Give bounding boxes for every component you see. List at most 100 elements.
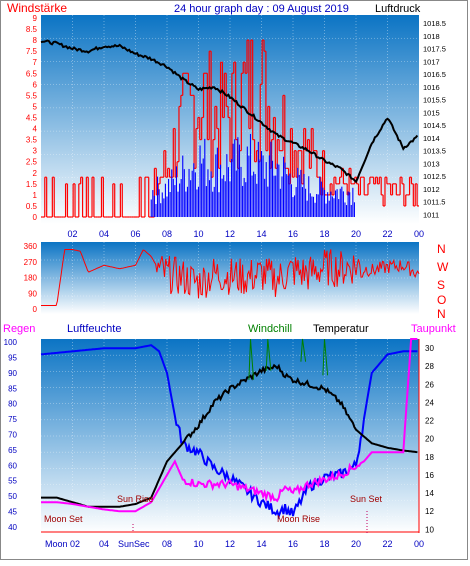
temperature-tick: 18 (425, 453, 434, 462)
pressure-tick: 1013.5 (423, 147, 446, 156)
wind-speed-tick: 0 (33, 213, 38, 222)
pressure-axis-title: Luftdruck (375, 3, 421, 15)
temperature-tick: 24 (425, 398, 434, 407)
pressure-tick: 1018 (423, 32, 440, 41)
moon-rise-label: Moon Rise (277, 514, 320, 524)
windchill-label: Windchill (248, 323, 292, 335)
wind-gust-series (150, 133, 355, 217)
chart-title: 24 hour graph day : 09 August 2019 (174, 3, 349, 15)
wind-speed-tick: 8 (33, 36, 38, 45)
wind-speed-tick: 7.5 (26, 47, 38, 56)
direction-tick: 0 (33, 305, 38, 314)
humidity-ticks: 40 45 50 55 60 65 70 75 80 85 90 95 100 (4, 338, 18, 532)
wind-speed-tick: 7 (33, 58, 38, 67)
pressure-tick: 1012.5 (423, 172, 446, 181)
compass-n-top: N (437, 242, 446, 256)
wind-speed-tick: 9 (33, 14, 38, 23)
hour-tick: 20 (351, 539, 361, 549)
hour-tick: 04 (99, 229, 109, 239)
windchill-series-group (41, 338, 419, 533)
humidity-tick: 55 (8, 477, 17, 486)
dewpoint-series-group (41, 338, 418, 513)
wind-speed-axis-title: Windstärke (7, 1, 67, 15)
hour-tick: 08 (162, 229, 172, 239)
pressure-tick: 1011 (423, 210, 439, 219)
temperature-label: Temperatur (313, 323, 369, 335)
humidity-tick: 85 (8, 384, 17, 393)
windchill-spike (322, 338, 329, 376)
dewpoint-label: Taupunkt (411, 323, 456, 335)
direction-tick: 360 (24, 242, 38, 251)
moon-bottom-label: Moon 02 (45, 539, 80, 549)
hour-tick: 22 (382, 229, 392, 239)
hour-tick: 16 (288, 229, 298, 239)
hour-tick: 00 (414, 539, 424, 549)
humidity-tick: 80 (8, 400, 17, 409)
pressure-series-group (40, 39, 419, 184)
hour-tick: 08 (162, 539, 172, 549)
humidity-tick: 60 (8, 461, 17, 470)
pressure-tick: 1013 (423, 159, 440, 168)
humidity-tick: 50 (8, 492, 17, 501)
hour-tick: 10 (193, 539, 203, 549)
hour-tick: 22 (382, 539, 392, 549)
wind-speed-tick: 5 (33, 102, 38, 111)
temperature-tick: 30 (425, 344, 434, 353)
wind-speed-tick: 2 (33, 169, 38, 178)
pressure-tick: 1017.5 (423, 45, 446, 54)
hour-tick: 20 (351, 229, 361, 239)
compass-s: S (437, 278, 445, 292)
temperature-ticks: 10 12 14 16 18 20 22 24 26 28 30 (425, 344, 434, 534)
temperature-tick: 20 (425, 435, 434, 444)
rain-label: Regen (3, 323, 35, 335)
pressure-tick: 1011.5 (423, 198, 445, 207)
pressure-tick: 1015.5 (423, 96, 446, 105)
compass-n-bottom: N (437, 307, 446, 321)
hour-tick: 06 (130, 229, 140, 239)
wind-panel-hour-ticks: 02 04 06 08 10 12 14 16 18 20 22 00 (67, 229, 424, 239)
sun-rise-label: Sun Rise (117, 494, 154, 504)
wind-speed-tick: 6 (33, 80, 38, 89)
temperature-tick: 10 (425, 525, 434, 534)
compass-w: W (437, 260, 449, 274)
temperature-tick: 12 (425, 507, 434, 516)
sun-set-label: Sun Set (350, 494, 383, 504)
hour-tick: 02 (67, 229, 77, 239)
wind-speed-tick: 3.5 (26, 136, 38, 145)
wind-direction-line (41, 249, 420, 306)
humidity-tick: 65 (8, 446, 17, 455)
compass-o: O (437, 293, 446, 307)
moon-set-label: Moon Set (44, 514, 83, 524)
pressure-tick: 1017 (423, 57, 440, 66)
dewpoint-line (41, 338, 418, 513)
wind-speed-tick: 5.5 (26, 91, 38, 100)
pressure-line (40, 39, 419, 184)
temperature-line (41, 363, 418, 508)
direction-tick: 180 (24, 274, 38, 283)
pressure-ticks: 1011 1011.5 1012 1012.5 1013 1013.5 1014 1014.5… (423, 19, 446, 219)
pressure-tick: 1016 (423, 83, 440, 92)
pressure-tick: 1015 (423, 108, 440, 117)
hour-tick: 12 (225, 229, 235, 239)
wind-speed-ticks: 0 0.5 1 1.5 2 2.5 3 3.5 4 4.5 5 5.5 6 6.5 7 7.5 8 8.5 9 (26, 14, 38, 222)
wind-speed-tick: 6.5 (26, 69, 38, 78)
hour-tick: 16 (288, 539, 298, 549)
hour-tick: 04 (99, 539, 109, 549)
hour-tick: 18 (319, 539, 329, 549)
humidity-tick: 95 (8, 353, 17, 362)
wind-speed-tick: 2.5 (26, 158, 38, 167)
hour-tick: 12 (225, 539, 235, 549)
pressure-tick: 1014 (423, 134, 440, 143)
windchill-spike (300, 338, 307, 362)
hour-tick: 14 (256, 539, 266, 549)
sun-bottom-label: SunSec (118, 539, 150, 549)
direction-ticks: 0 90 180 270 360 (24, 242, 38, 314)
temperature-tick: 22 (425, 417, 434, 426)
humidity-tick: 100 (4, 338, 18, 347)
temperature-tick: 26 (425, 380, 434, 389)
humidity-tick: 45 (8, 507, 17, 516)
windchill-spike (248, 338, 255, 380)
wind-speed-tick: 1.5 (26, 180, 38, 189)
